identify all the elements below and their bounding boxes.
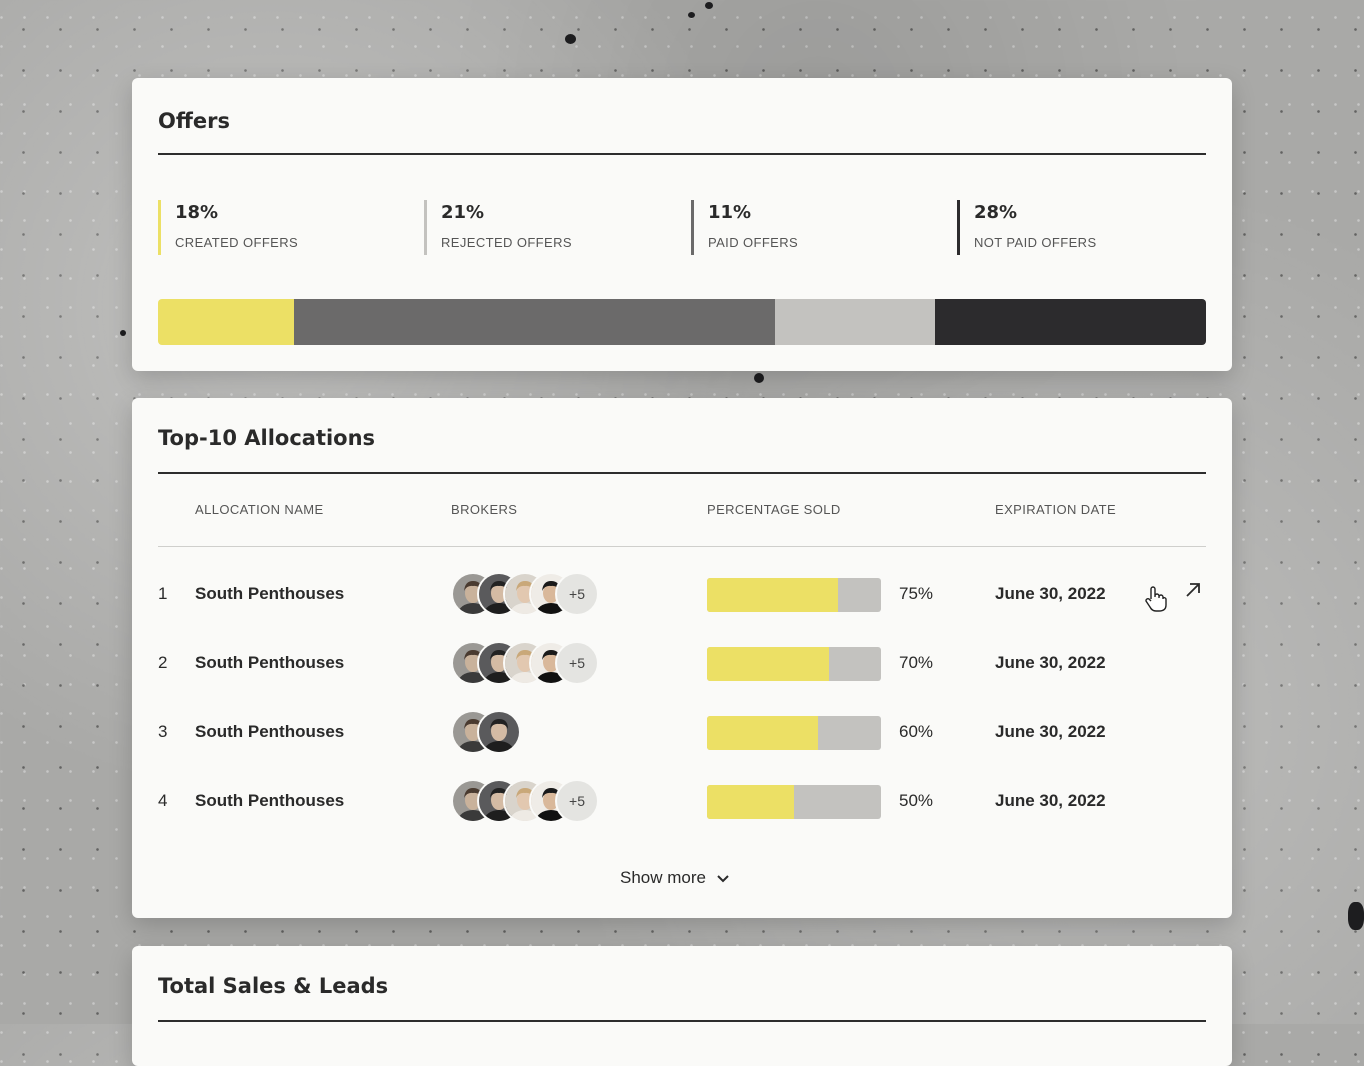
- avatar: [477, 710, 521, 754]
- more-brokers-badge[interactable]: +5: [555, 779, 599, 823]
- stat-label: REJECTED OFFERS: [441, 235, 572, 250]
- stat-not-paid-offers: 28% NOT PAID OFFERS: [957, 200, 1097, 255]
- allocation-name: South Penthouses: [195, 584, 345, 603]
- offers-distribution-bar: [158, 299, 1206, 345]
- sales-title-divider: [158, 1020, 1206, 1022]
- percentage-sold-fill: [707, 785, 794, 819]
- allocation-rank: 2: [158, 653, 168, 672]
- expiration-date: June 30, 2022: [995, 653, 1106, 672]
- stat-paid-offers: 11% PAID OFFERS: [691, 200, 798, 255]
- stat-value: 21%: [441, 202, 485, 223]
- allocation-row[interactable]: 1 South Penthouses +5 75% June 30, 2022: [158, 565, 1206, 625]
- percentage-sold-bar: [707, 785, 881, 819]
- expiration-date: June 30, 2022: [995, 584, 1106, 603]
- stat-value: 28%: [974, 202, 1018, 223]
- expiration-date: June 30, 2022: [995, 722, 1106, 741]
- column-header-expiration-date: EXPIRATION DATE: [995, 502, 1117, 517]
- percentage-sold-value: 60%: [899, 722, 934, 741]
- stat-label: PAID OFFERS: [708, 235, 799, 250]
- stat-label: NOT PAID OFFERS: [974, 235, 1097, 250]
- percentage-sold-fill: [707, 647, 829, 681]
- stat-created-offers: 18% CREATED OFFERS: [158, 200, 298, 255]
- percentage-sold-bar: [707, 578, 881, 612]
- offers-bar-segment-paid: [294, 299, 776, 345]
- background-speck: [705, 2, 713, 9]
- percentage-sold-fill: [707, 578, 838, 612]
- allocation-name: South Penthouses: [195, 722, 345, 741]
- allocation-row[interactable]: 2 South Penthouses +5 70% June 30, 2022: [158, 634, 1206, 694]
- percentage-sold-value: 50%: [899, 791, 934, 810]
- show-more-button[interactable]: Show more: [620, 868, 730, 888]
- show-more-label: Show more: [620, 868, 706, 887]
- percentage-sold-value: 70%: [899, 653, 934, 672]
- stat-rejected-offers: 21% REJECTED OFFERS: [424, 200, 572, 255]
- allocation-rank: 4: [158, 791, 168, 810]
- allocation-row[interactable]: 4 South Penthouses +5 50% June 30, 2022: [158, 772, 1206, 832]
- allocations-title: Top-10 Allocations: [158, 426, 376, 450]
- background-speck: [688, 12, 695, 18]
- stat-value: 11%: [708, 202, 752, 223]
- expiration-date: June 30, 2022: [995, 791, 1106, 810]
- allocation-name: South Penthouses: [195, 791, 345, 810]
- allocation-row[interactable]: 3 South Penthouses 60% June 30, 2022: [158, 703, 1206, 763]
- stat-label: CREATED OFFERS: [175, 235, 299, 250]
- offers-title-divider: [158, 153, 1206, 155]
- percentage-sold-bar: [707, 647, 881, 681]
- more-brokers-badge[interactable]: +5: [555, 641, 599, 685]
- column-header-percentage-sold: PERCENTAGE SOLD: [707, 502, 841, 517]
- background-speck: [1348, 902, 1364, 930]
- allocations-title-divider: [158, 472, 1206, 474]
- more-brokers-badge[interactable]: +5: [555, 572, 599, 616]
- background-speck: [565, 34, 576, 44]
- arrow-up-right-icon[interactable]: [1184, 581, 1202, 604]
- offers-bar-segment-created: [158, 299, 295, 345]
- offers-card: Offers 18% CREATED OFFERS 21% REJECTED O…: [132, 78, 1232, 371]
- allocation-rank: 1: [158, 584, 168, 603]
- percentage-sold-bar: [707, 716, 881, 750]
- offers-bar-segment-rejected: [775, 299, 935, 345]
- percentage-sold-fill: [707, 716, 819, 750]
- allocations-card: Top-10 Allocations ALLOCATION NAME BROKE…: [132, 398, 1232, 918]
- sales-card: Total Sales & Leads: [132, 946, 1232, 1066]
- allocation-name: South Penthouses: [195, 653, 345, 672]
- offers-title: Offers: [158, 109, 230, 133]
- allocation-rank: 3: [158, 722, 168, 741]
- percentage-sold-value: 75%: [899, 584, 934, 603]
- background-speck: [120, 330, 126, 336]
- header-divider: [158, 546, 1206, 547]
- hand-pointer-icon: [1144, 585, 1168, 618]
- offers-bar-segment-not-paid: [934, 299, 1206, 345]
- chevron-down-icon: [717, 874, 729, 882]
- sales-title: Total Sales & Leads: [158, 974, 389, 998]
- column-header-brokers: BROKERS: [451, 502, 518, 517]
- background-speck: [754, 373, 764, 383]
- column-header-allocation-name: ALLOCATION NAME: [195, 502, 324, 517]
- stat-value: 18%: [175, 202, 219, 223]
